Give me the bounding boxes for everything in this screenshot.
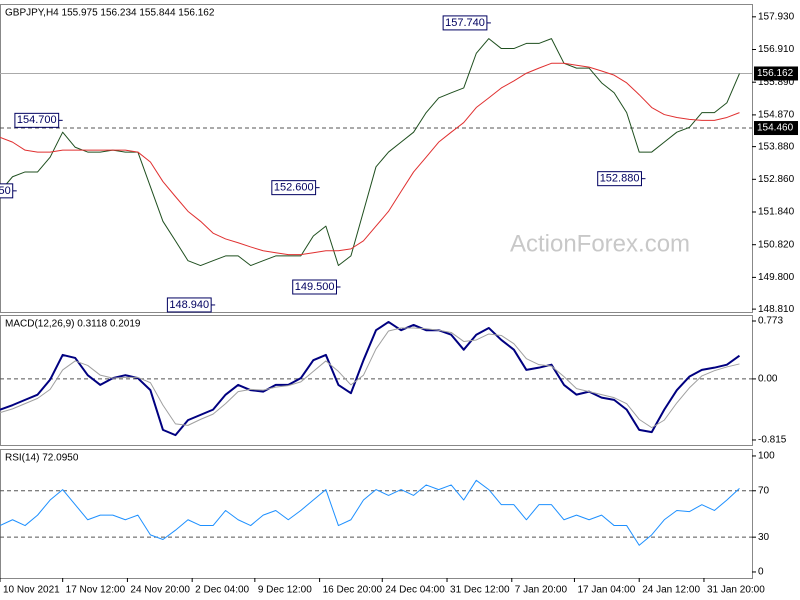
x-tick-label: 31 Jan 20:00 xyxy=(707,585,765,596)
price-annotation: 50 xyxy=(0,185,11,197)
y-tick-label: 0 xyxy=(758,567,764,578)
x-tick-label: 31 Dec 12:00 xyxy=(450,585,510,596)
y-tick-label: 153.880 xyxy=(758,141,795,152)
x-tick-label: 24 Jan 12:00 xyxy=(642,585,700,596)
level-tag-label: 154.460 xyxy=(757,123,794,134)
watermark: ActionForex.com xyxy=(510,230,690,257)
panel-title: MACD(12,26,9) 0.3118 0.2019 xyxy=(5,319,141,330)
y-tick-label: 149.800 xyxy=(758,272,795,283)
y-tick-label: 30 xyxy=(758,532,770,543)
y-tick-label: 70 xyxy=(758,485,770,496)
y-tick-label: -0.815 xyxy=(758,435,787,446)
series-line xyxy=(0,320,741,437)
level-tag-label: 156.162 xyxy=(757,68,794,79)
y-tick-label: 151.840 xyxy=(758,207,795,218)
x-tick-label: 10 Nov 2021 xyxy=(3,585,60,596)
y-tick-label: 148.810 xyxy=(758,304,795,315)
series-line xyxy=(0,62,740,256)
panel-title: RSI(14) 72.0950 xyxy=(5,453,79,464)
panel-frame xyxy=(0,449,753,579)
series-line xyxy=(0,479,740,546)
y-tick-label: 154.870 xyxy=(758,110,795,121)
price-annotation: 154.700 xyxy=(17,114,57,126)
y-tick-label: 157.930 xyxy=(758,11,795,22)
level-tag xyxy=(754,66,798,81)
price-annotation: 149.500 xyxy=(295,281,335,293)
y-tick-label: 152.860 xyxy=(758,174,795,185)
x-tick-label: 24 Nov 20:00 xyxy=(130,585,190,596)
x-tick-label: 9 Dec 12:00 xyxy=(258,585,312,596)
panel-frame xyxy=(0,315,753,446)
annotation-box xyxy=(442,15,488,31)
x-tick-label: 16 Dec 20:00 xyxy=(323,585,383,596)
panel-frame xyxy=(0,4,753,313)
series-line xyxy=(0,327,740,429)
y-tick-label: 100 xyxy=(758,451,775,462)
y-tick-label: 0.00 xyxy=(758,374,778,385)
x-tick-label: 17 Nov 12:00 xyxy=(66,585,126,596)
price-annotation: 157.740 xyxy=(445,17,485,29)
panel-title: GBPJPY,H4 155.975 156.234 155.844 156.16… xyxy=(5,8,215,19)
price-annotation: 152.880 xyxy=(600,173,640,185)
series-line xyxy=(0,38,740,267)
y-tick-label: 155.890 xyxy=(758,77,795,88)
y-tick-label: 150.820 xyxy=(758,239,795,250)
annotation-box xyxy=(14,112,60,128)
x-tick-label: 2 Dec 04:00 xyxy=(195,585,249,596)
y-tick-label: 156.910 xyxy=(758,44,795,55)
price-annotation: 152.600 xyxy=(274,182,314,194)
x-tick-label: 17 Jan 04:00 xyxy=(577,585,635,596)
level-tag xyxy=(754,121,798,136)
x-tick-label: 7 Jan 20:00 xyxy=(515,585,568,596)
x-tick-label: 24 Dec 04:00 xyxy=(385,585,445,596)
y-tick-label: 0.773 xyxy=(758,316,783,327)
price-annotation: 148.940 xyxy=(169,299,209,311)
